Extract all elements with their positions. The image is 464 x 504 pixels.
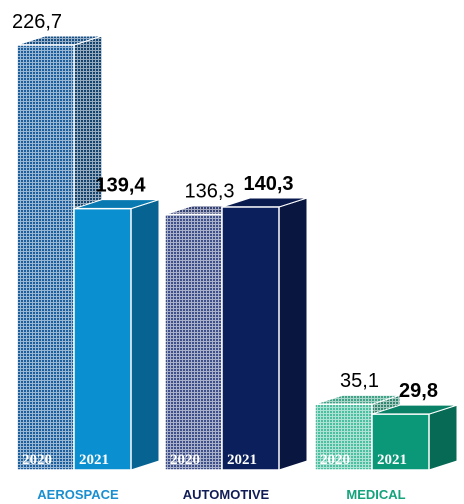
bar-aerospace-2021	[73, 198, 160, 471]
labels-layer: 2020 226,7 2021 139,4 AEROSPACE 2020 136,3 2021…	[12, 11, 438, 502]
value-label: 29,8	[399, 380, 438, 402]
bar-front-face	[16, 44, 75, 471]
bars-layer	[16, 35, 458, 471]
bar-automotive-2021	[221, 197, 308, 471]
bar-front-face	[371, 413, 430, 471]
year-label: 2020	[320, 452, 350, 468]
bar-side-face	[428, 404, 458, 471]
bar-front-face	[164, 213, 223, 471]
category-label-automotive: AUTOMOTIVE	[183, 487, 270, 502]
year-label: 2020	[22, 452, 52, 468]
value-label: 226,7	[12, 11, 62, 33]
year-label: 2021	[79, 452, 109, 468]
bar-side-face	[278, 197, 308, 471]
value-label: 136,3	[184, 180, 234, 202]
bar-front-face	[221, 206, 280, 471]
value-label: 139,4	[95, 175, 146, 197]
value-label: 35,1	[340, 370, 379, 392]
year-label: 2021	[227, 452, 257, 468]
value-label: 140,3	[243, 173, 293, 195]
bar-front-face	[73, 207, 132, 471]
year-label: 2021	[377, 452, 407, 468]
year-label: 2020	[170, 452, 200, 468]
bar-medical-2021	[371, 404, 458, 471]
bar-side-face	[130, 198, 160, 471]
category-label-aerospace: AEROSPACE	[37, 487, 119, 502]
category-label-medical: MEDICAL	[346, 487, 405, 502]
